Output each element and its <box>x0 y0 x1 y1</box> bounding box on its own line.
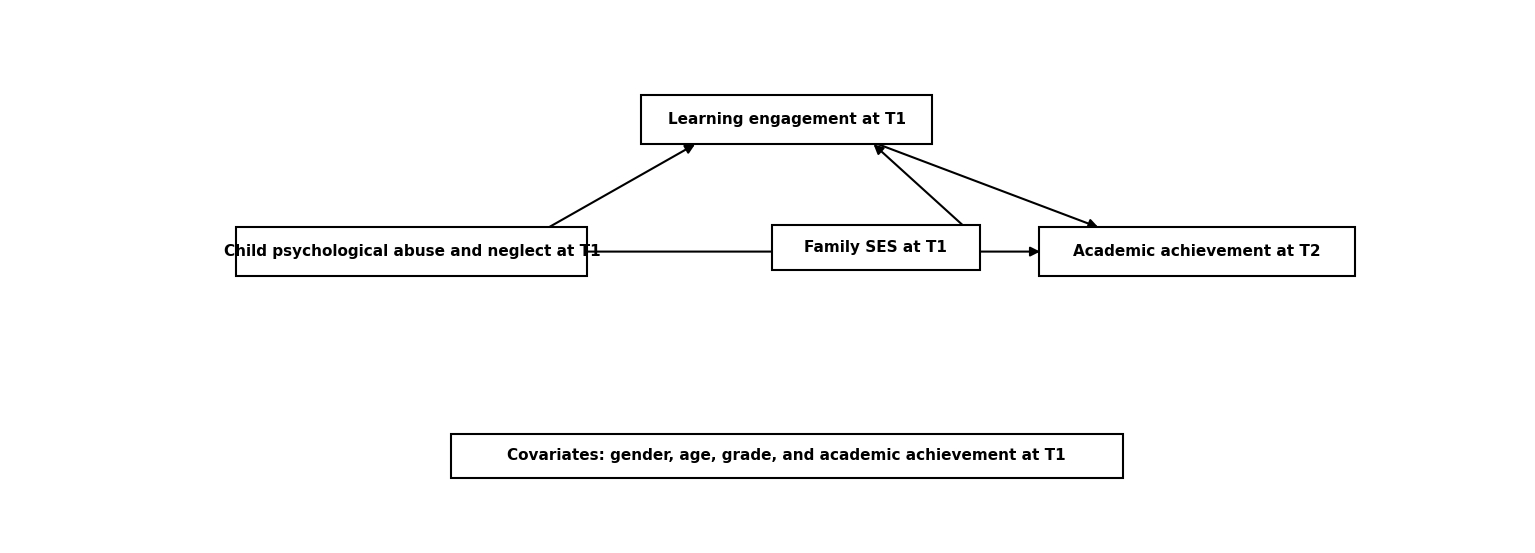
FancyBboxPatch shape <box>451 434 1122 478</box>
Text: Learning engagement at T1: Learning engagement at T1 <box>668 112 906 127</box>
Text: Covariates: gender, age, grade, and academic achievement at T1: Covariates: gender, age, grade, and acad… <box>508 448 1065 463</box>
FancyBboxPatch shape <box>642 95 932 144</box>
FancyBboxPatch shape <box>772 225 979 270</box>
Text: Child psychological abuse and neglect at T1: Child psychological abuse and neglect at… <box>224 244 600 259</box>
FancyBboxPatch shape <box>1039 227 1355 276</box>
Text: Academic achievement at T2: Academic achievement at T2 <box>1073 244 1322 259</box>
Text: Family SES at T1: Family SES at T1 <box>804 240 947 255</box>
FancyBboxPatch shape <box>236 227 588 276</box>
